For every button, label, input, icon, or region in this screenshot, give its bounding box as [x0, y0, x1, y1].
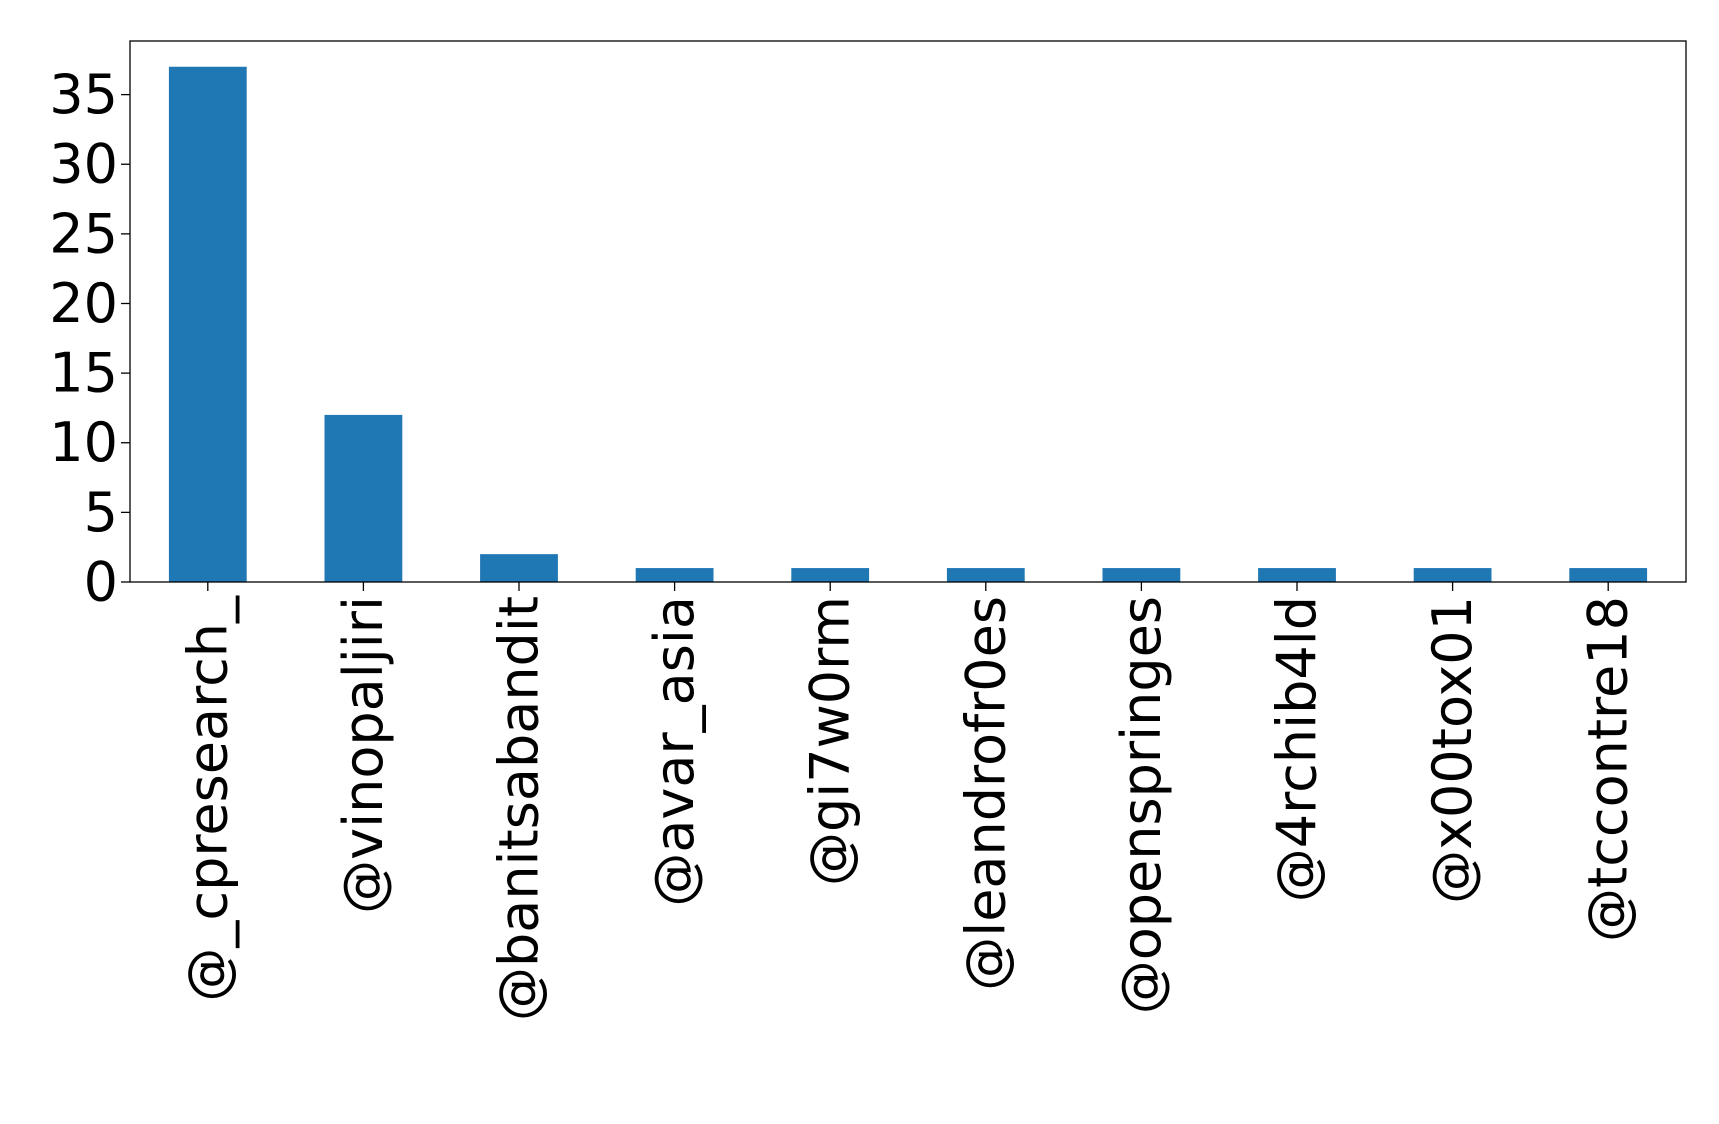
bar-5 — [946, 568, 1025, 582]
x-tick-label-3: @avar_asia — [643, 596, 706, 907]
bars-group — [168, 66, 1648, 582]
y-tick-label-6: 30 — [49, 133, 118, 196]
bar-4 — [791, 568, 870, 582]
x-tick-label-6: @openspringes — [1110, 596, 1173, 1014]
x-tick-label-2: @banitsabandit — [488, 596, 551, 1021]
plot-frame — [129, 40, 1687, 583]
bar-6 — [1102, 568, 1181, 582]
y-tick-label-1: 5 — [84, 481, 118, 544]
bar-3 — [635, 568, 714, 582]
y-tick-label-5: 25 — [49, 202, 118, 265]
x-tick-label-8: @x00tox01 — [1421, 596, 1484, 904]
bar-2 — [480, 554, 558, 582]
bar-0 — [168, 66, 247, 582]
y-tick-label-3: 15 — [49, 342, 118, 405]
x-tick-label-7: @4rchib4ld — [1266, 596, 1329, 902]
x-tick-label-0: @_cpresearch_ — [176, 595, 239, 1002]
y-tick-label-7: 35 — [49, 63, 118, 126]
x-tick-label-9: @tccontre18 — [1577, 596, 1640, 942]
y-tick-label-2: 10 — [49, 411, 118, 474]
bar-8 — [1413, 568, 1492, 582]
bar-9 — [1569, 568, 1648, 582]
x-axis: @_cpresearch_ @vinopaljiri @banitsabandit @… — [176, 582, 1640, 1021]
x-tick-label-4: @gi7w0rm — [799, 596, 862, 886]
x-tick-label-5: @leandrofr0es — [954, 596, 1017, 991]
y-tick-label-4: 20 — [49, 272, 118, 335]
y-tick-label-0: 0 — [84, 551, 118, 614]
bar-7 — [1258, 568, 1336, 582]
x-tick-label-1: @vinopaljiri — [332, 596, 395, 914]
bar-1 — [324, 414, 403, 582]
